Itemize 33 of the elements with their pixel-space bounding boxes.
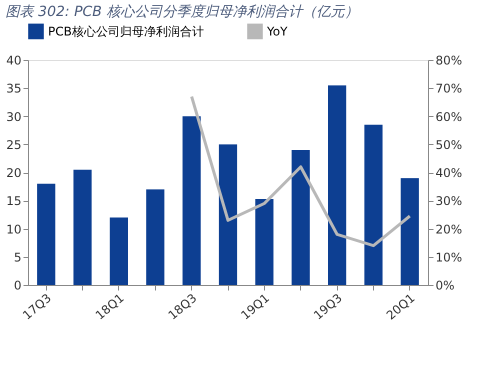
bar: [182, 116, 201, 285]
y-tick-label: 25: [6, 138, 22, 152]
y2-tick-label: 80%: [436, 54, 462, 68]
y2-tick-label: 10%: [436, 250, 462, 264]
y2-tick-label: 50%: [436, 138, 462, 152]
chart-title: 图表 302: PCB 核心公司分季度归母净利润合计（亿元）: [6, 4, 358, 20]
bar: [146, 189, 164, 285]
bar: [255, 198, 274, 285]
bar: [110, 218, 128, 285]
y2-tick-label: 40%: [436, 166, 462, 180]
y-tick-label: 10: [6, 222, 22, 236]
bar: [400, 178, 419, 285]
y-tick-label: 40: [6, 54, 22, 68]
y-tick-label: 35: [6, 82, 22, 96]
bar: [73, 170, 92, 285]
y-tick-label: 20: [6, 166, 22, 180]
bar: [218, 144, 238, 285]
y-tick-label: 0: [14, 278, 22, 292]
y-tick-label: 30: [6, 110, 22, 124]
legend-label: PCB核心公司归母净利润合计: [48, 24, 204, 38]
y2-tick-label: 20%: [436, 222, 462, 236]
bar: [364, 124, 383, 285]
y-tick-label: 15: [6, 194, 22, 208]
y2-tick-label: 70%: [436, 82, 462, 96]
legend-label: YoY: [266, 24, 288, 38]
bar: [37, 184, 56, 285]
bar: [328, 85, 346, 285]
bar: [292, 150, 310, 285]
y-tick-label: 5: [14, 250, 22, 264]
y2-tick-label: 30%: [436, 194, 462, 208]
y2-tick-label: 60%: [436, 110, 462, 124]
line-series: [190, 95, 412, 248]
y2-tick-label: 0%: [436, 278, 455, 292]
